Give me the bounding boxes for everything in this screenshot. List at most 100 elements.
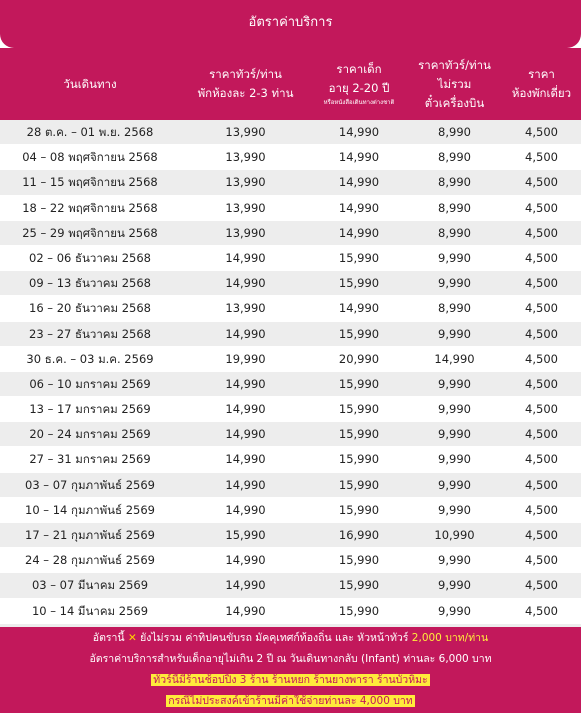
cell-single: 4,500 [525,376,558,391]
cell-adult: 14,990 [225,502,266,517]
table-row: 20 – 24 มกราคม 2569 14,990 15,990 9,990 4,50… [0,422,581,448]
cell-single: 4,500 [525,150,558,165]
header-single-line2: ห้องพักเดี่ยว [511,86,572,100]
header-child: ราคาเด็ก อายุ 2-20 ปี หรือหนังสือเดินทาง… [311,48,407,120]
cell-date: 13 – 17 มกราคม 2569 [29,402,151,417]
table-row: 25 – 29 พฤศจิกายน 2568 13,990 14,990 8,990 4… [0,220,581,246]
cell-child: 15,990 [338,603,380,618]
cell-child: 15,990 [338,553,380,568]
cell-child: 20,990 [338,351,380,366]
cell-date: 10 – 14 กุมภาพันธ์ 2569 [25,502,155,517]
cell-child: 15,990 [338,477,380,492]
cell-date: 30 ธ.ค. – 03 ม.ค. 2569 [26,351,154,366]
cell-child: 15,990 [338,402,380,417]
table-row: 28 ต.ค. – 01 พ.ย. 2568 13,990 14,990 8,990 4… [0,120,581,146]
footer-line-1: อัตรานี้ ✕ ยังไม่รวม ค่าทิปคนขับรถ มัคคุ… [0,629,581,647]
cell-single: 4,500 [525,125,558,139]
cell-no-ticket: 14,990 [434,351,475,366]
cell-single: 4,500 [525,276,558,291]
cell-single: 4,500 [525,578,558,593]
cell-adult: 13,990 [225,175,266,190]
cell-no-ticket: 8,990 [438,301,471,316]
header-single: ราคา ห้องพักเดี่ยว [502,48,581,120]
header-adult: ราคาทัวร์/ท่าน พักห้องละ 2-3 ท่าน [180,48,311,120]
cell-date: 24 – 28 กุมภาพันธ์ 2569 [25,553,155,568]
cell-adult: 13,990 [225,125,266,139]
cell-adult: 14,990 [225,578,266,593]
cell-child: 14,990 [338,125,380,139]
cell-no-ticket: 9,990 [438,376,471,391]
cell-single: 4,500 [525,351,558,366]
cell-child: 15,990 [338,326,380,341]
cell-no-ticket: 9,990 [438,578,471,593]
cell-child: 15,990 [338,250,380,265]
cell-adult: 14,990 [225,452,266,467]
cell-child: 15,990 [338,276,380,291]
header-date-label: วันเดินทาง [63,76,117,91]
cell-child: 14,990 [338,150,380,165]
cell-no-ticket: 9,990 [438,502,471,517]
cell-no-ticket: 9,990 [438,452,471,467]
cell-no-ticket: 9,990 [438,553,471,568]
cell-single: 4,500 [525,427,558,442]
cell-single: 4,500 [525,477,558,492]
table-row: 17 – 21 กุมภาพันธ์ 2569 15,990 16,990 10,99… [0,523,581,549]
table-row: 10 – 14 กุมภาพันธ์ 2569 14,990 15,990 9,990… [0,497,581,523]
header-no-ticket-line3: ตั๋วเครื่องบิน [424,95,485,110]
cell-child: 15,990 [338,452,380,467]
table-row: 11 – 15 พฤศจิกายน 2568 13,990 14,990 8,990 4… [0,170,581,196]
cell-date: 16 – 20 ธันวาคม 2568 [29,301,151,316]
cell-no-ticket: 8,990 [438,200,471,215]
cell-date: 04 – 08 พฤศจิกายน 2568 [22,150,158,165]
table-row: 09 – 13 ธันวาคม 2568 14,990 15,990 9,990 4,5… [0,271,581,297]
cell-date: 18 – 22 พฤศจิกายน 2568 [22,200,158,215]
cell-adult: 14,990 [225,477,266,492]
header-child-line1: ราคาเด็ก [336,62,382,76]
cell-single: 4,500 [525,175,558,190]
cell-adult: 14,990 [225,250,266,265]
table-row: 24 – 28 กุมภาพันธ์ 2569 14,990 15,990 9,990… [0,548,581,574]
cell-adult: 13,990 [225,301,266,316]
header-adult-line2: พักห้องละ 2-3 ท่าน [197,86,294,100]
cross-icon: ✕ [127,632,137,644]
cell-single: 4,500 [525,402,558,417]
price-table-body: 28 ต.ค. – 01 พ.ย. 2568 13,990 14,990 8,990 4… [0,120,581,649]
footer-line-2: อัตราค่าบริการสำหรับเด็กอายุไม่เกิน 2 ปี… [0,650,581,668]
cell-adult: 15,990 [225,528,266,542]
table-row: 04 – 08 พฤศจิกายน 2568 13,990 14,990 8,990 4… [0,145,581,171]
cell-single: 4,500 [525,528,558,542]
header-no-ticket-line1: ราคาทัวร์/ท่าน [418,57,491,72]
cell-no-ticket: 9,990 [438,250,471,265]
table-row: 18 – 22 พฤศจิกายน 2568 13,990 14,990 8,990 4… [0,195,581,221]
cell-date: 17 – 21 กุมภาพันธ์ 2569 [25,528,155,542]
cell-adult: 14,990 [225,603,266,618]
header-no-ticket: ราคาทัวร์/ท่าน ไม่รวม ตั๋วเครื่องบิน [407,48,502,120]
price-table-title: อัตราค่าบริการ [0,0,581,48]
cell-single: 4,500 [525,502,558,517]
cell-adult: 19,990 [225,351,266,366]
cell-adult: 13,990 [225,225,266,240]
cell-single: 4,500 [525,200,558,215]
cell-child: 14,990 [338,301,380,316]
footer-line-4: กรณีไม่ประสงค์เข้าร้านมีค่าใช้จ่ายท่านละ… [0,692,581,710]
footer-shopping-text: ทัวร์นี้มีร้านช้อปปิ้ง 3 ร้าน ร้านหยก ร้… [151,674,430,686]
cell-adult: 14,990 [225,553,266,568]
cell-single: 4,500 [525,301,558,316]
cell-child: 14,990 [338,175,380,190]
cell-date: 03 – 07 กุมภาพันธ์ 2569 [25,477,155,492]
cell-single: 4,500 [525,603,558,618]
cell-adult: 14,990 [225,427,266,442]
cell-child: 14,990 [338,200,380,215]
cell-no-ticket: 9,990 [438,477,471,492]
cell-date: 03 – 07 มีนาคม 2569 [31,578,149,593]
cell-date: 27 – 31 มกราคม 2569 [29,452,151,467]
table-header: วันเดินทาง ราคาทัวร์/ท่าน พักห้องละ 2-3 … [0,48,581,120]
cell-no-ticket: 8,990 [438,175,471,190]
cell-date: 06 – 10 มกราคม 2569 [29,376,151,391]
table-footer: อัตรานี้ ✕ ยังไม่รวม ค่าทิปคนขับรถ มัคคุ… [0,627,581,713]
cell-date: 28 ต.ค. – 01 พ.ย. 2568 [26,125,154,139]
cell-single: 4,500 [525,250,558,265]
footer-shopping-fee: กรณีไม่ประสงค์เข้าร้านมีค่าใช้จ่ายท่านละ… [166,695,415,707]
table-row: 13 – 17 มกราคม 2569 14,990 15,990 9,990 4,50… [0,397,581,423]
cell-child: 15,990 [338,578,380,593]
